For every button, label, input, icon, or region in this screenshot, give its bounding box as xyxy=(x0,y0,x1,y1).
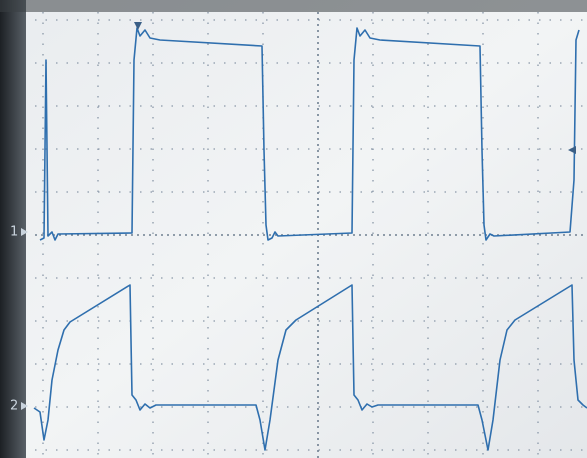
channel-2-marker: 2 xyxy=(10,399,18,414)
channel-2-arrow xyxy=(21,402,28,410)
trigger-marker xyxy=(134,22,142,30)
channel-2-trace xyxy=(33,284,587,451)
top-edge xyxy=(0,0,587,12)
channel-1-marker: 1 xyxy=(10,225,18,240)
channel-1-arrow xyxy=(21,228,28,236)
trigger-level-marker xyxy=(568,146,576,154)
channel-1-trace xyxy=(39,27,580,241)
